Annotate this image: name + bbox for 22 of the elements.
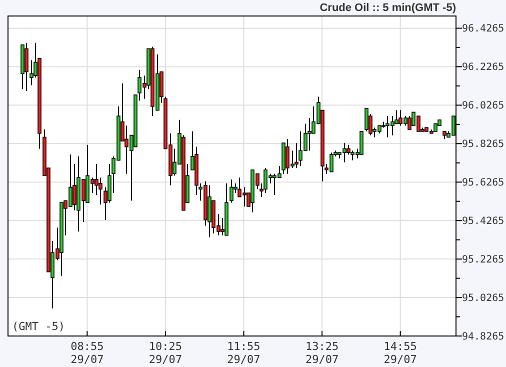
candlestick	[364, 108, 368, 132]
candlestick	[308, 117, 312, 152]
y-tick-label: 95.8265	[462, 139, 504, 150]
candlestick	[230, 179, 234, 204]
candlestick	[408, 116, 412, 130]
y-tick-label: 95.0265	[462, 293, 504, 304]
candlestick	[360, 131, 364, 155]
y-tick-label: 95.6265	[462, 178, 504, 189]
y-tick-label: 96.0265	[462, 100, 504, 112]
chart-title: Crude Oil :: 5 min(GMT -5)	[320, 2, 456, 14]
y-tick-label: 96.4265	[462, 24, 504, 35]
x-tick-label: 11:55 29/07	[227, 340, 260, 366]
x-tick-label: 10:25 29/07	[148, 340, 182, 366]
annotation: (GMT -5)	[12, 320, 65, 333]
candlestick	[24, 42, 28, 92]
y-tick-label: 94.8265	[462, 332, 504, 342]
y-tick-label: 96.2265	[462, 62, 504, 74]
x-tick-label: 08:55 29/07	[70, 340, 104, 366]
x-tick-label: 13:25 29/07	[305, 340, 339, 366]
y-tick-label: 95.2265	[462, 254, 504, 266]
y-tick-label: 95.4265	[462, 216, 504, 228]
x-tick-label: 14:55 29/07	[384, 340, 417, 366]
